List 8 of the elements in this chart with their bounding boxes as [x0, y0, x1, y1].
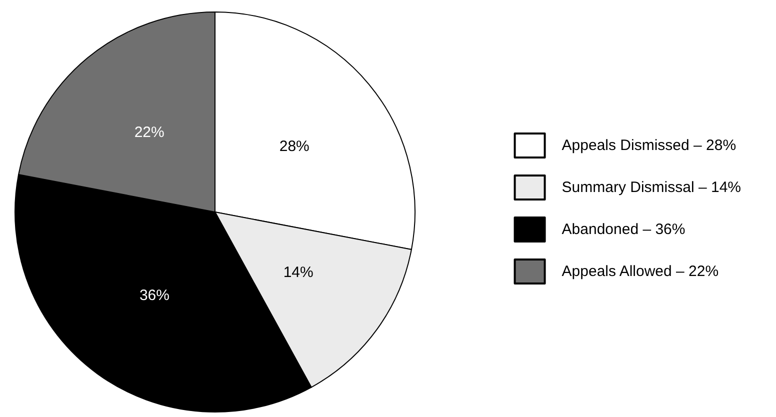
data-label: 28%	[279, 138, 310, 155]
data-label: 36%	[139, 286, 170, 304]
data-label: 22%	[134, 124, 164, 142]
legend-label: Summary Dismissal – 14%	[562, 179, 742, 196]
legend-label: Abandoned – 36%	[562, 221, 686, 238]
legend-label: Appeals Allowed – 22%	[562, 263, 719, 280]
data-label: 14%	[283, 264, 314, 282]
legend-label: Appeals Dismissed – 28%	[562, 137, 736, 154]
